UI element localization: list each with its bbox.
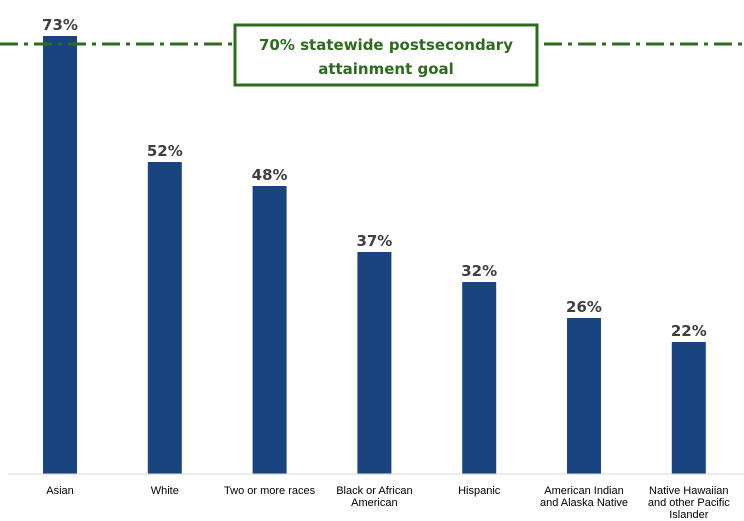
goal-annotation-line-1: 70% statewide postsecondary	[259, 36, 513, 54]
category-label-1: White	[151, 485, 179, 497]
bar-2	[252, 186, 287, 474]
bar-value-label-3: 37%	[356, 232, 392, 250]
bar-3	[357, 252, 392, 474]
bar-6	[671, 342, 706, 474]
goal-annotation-line-2: attainment goal	[318, 60, 454, 78]
category-label-4: Hispanic	[458, 485, 501, 497]
category-label-6: Native Hawaiian and other Pacific Islander	[648, 485, 730, 521]
bar-value-label-1: 52%	[147, 142, 183, 160]
goal-annotation-box	[233, 23, 539, 87]
bar-1	[147, 162, 182, 474]
category-label-3: Black or African American	[336, 485, 412, 509]
labels-layer: 73% Asian 52% White 48% Two or more races 37% B…	[42, 16, 730, 521]
bar-value-label-4: 32%	[461, 262, 497, 280]
bars-layer	[43, 36, 706, 474]
bar-5	[567, 318, 601, 474]
category-label-5: American Indian and Alaska Native	[540, 485, 628, 509]
goal-annotation: 70% statewide postsecondary attainment g…	[233, 23, 539, 87]
category-label-2: Two or more races	[224, 485, 316, 497]
bar-value-label-2: 48%	[252, 166, 288, 184]
category-label-0: Asian	[46, 485, 74, 497]
bar-value-label-0: 73%	[42, 16, 78, 34]
bar-4	[462, 282, 497, 474]
bar-0	[43, 36, 77, 474]
bar-value-label-6: 22%	[671, 322, 707, 340]
bar-value-label-5: 26%	[566, 298, 602, 316]
